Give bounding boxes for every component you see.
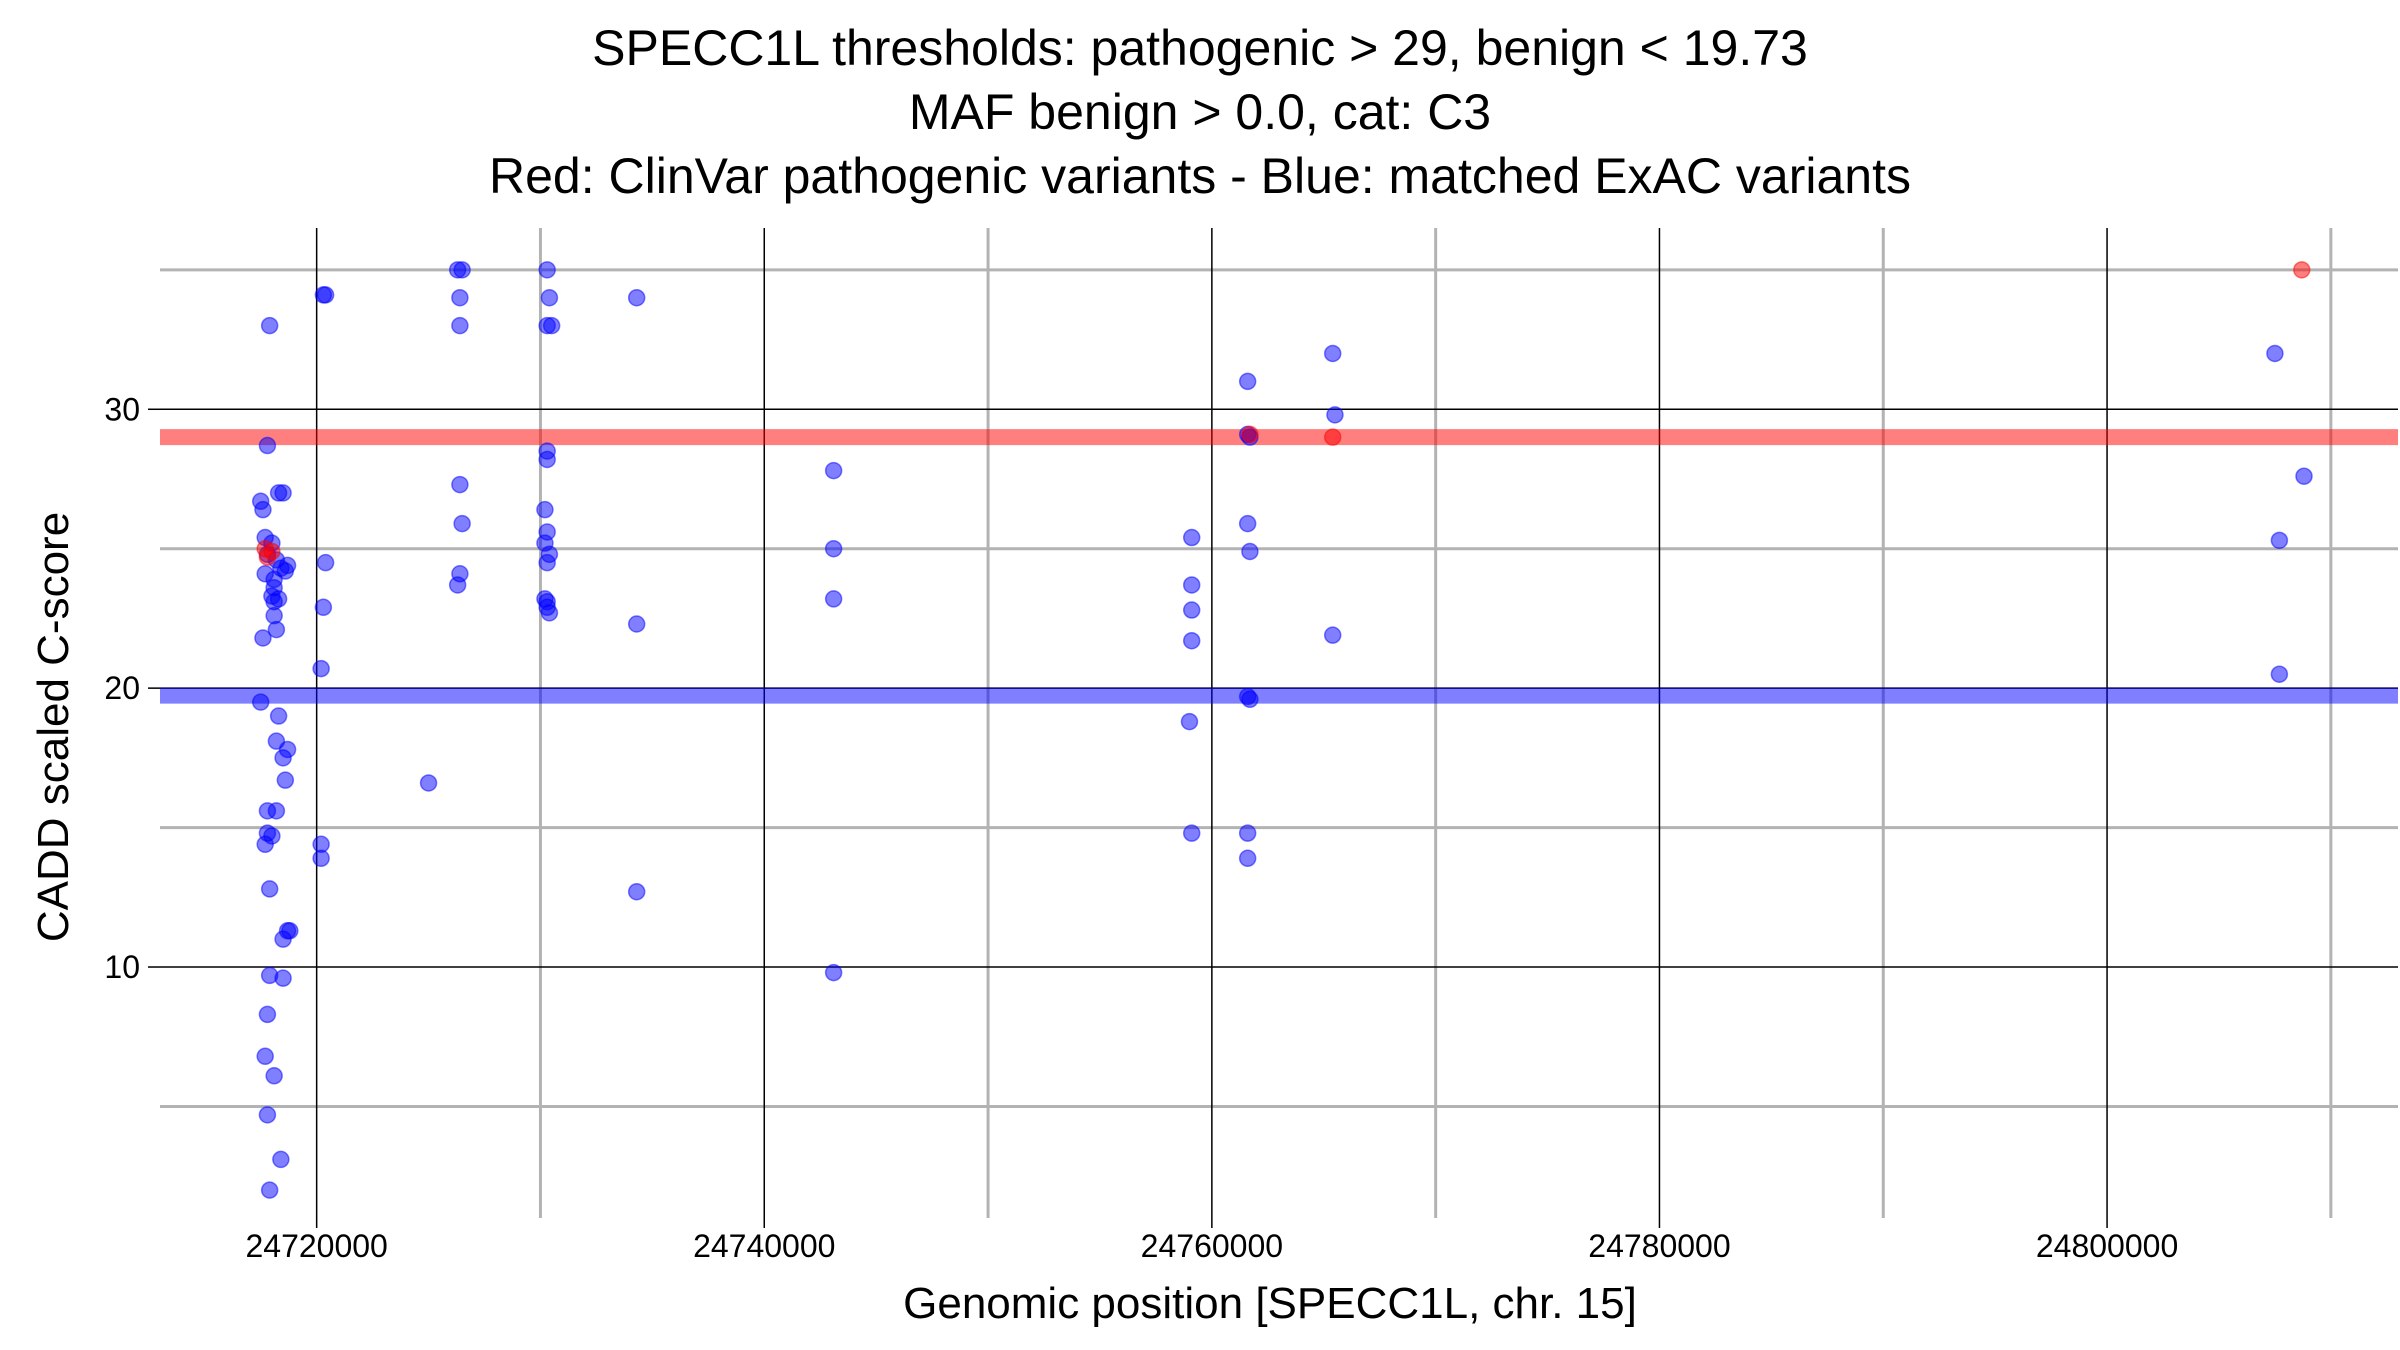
- exac-variant-point: [419, 774, 438, 792]
- exac-variant-point: [274, 749, 292, 767]
- exac-variant-point: [451, 316, 469, 335]
- exac-variant-point: [824, 590, 843, 608]
- chart-title-line-2: MAF benign > 0.0, cat: C3: [908, 84, 1492, 140]
- exac-variant-point: [267, 802, 286, 820]
- exac-variant-point: [316, 553, 335, 572]
- exac-variant-point: [260, 1181, 279, 1199]
- exac-variant-point: [1182, 601, 1201, 619]
- exac-variant-point: [274, 930, 292, 948]
- exac-variant-point: [538, 553, 556, 572]
- exac-variant-point: [274, 484, 292, 502]
- x-axis-title: Genomic position [SPECC1L, chr. 15]: [903, 1279, 1637, 1328]
- threshold-layer: [160, 429, 2398, 704]
- exac-variant-point: [276, 771, 295, 789]
- exac-variant-point: [1238, 824, 1257, 842]
- clinvar-pathogenic-point: [263, 542, 281, 561]
- x-tick-label: 24740000: [693, 1228, 835, 1264]
- chart-title-line-3: Red: ClinVar pathogenic variants - Blue:…: [489, 148, 1911, 204]
- chart-title: SPECC1L thresholds: pathogenic > 29, ben…: [0, 16, 2400, 208]
- exac-variant-point: [627, 288, 646, 307]
- exac-variant-point: [274, 969, 292, 987]
- exac-variant-point: [2295, 467, 2313, 485]
- exac-variant-point: [251, 693, 270, 711]
- exac-variant-point: [260, 316, 279, 335]
- exac-variant-point: [269, 707, 288, 725]
- exac-variant-point: [316, 286, 335, 304]
- exac-variant-point: [1182, 631, 1201, 650]
- y-tick-label: 20: [104, 670, 140, 706]
- exac-variant-point: [453, 514, 471, 533]
- exac-variant-point: [627, 882, 646, 901]
- y-tick-label: 30: [104, 391, 140, 427]
- exac-variant-point: [254, 629, 272, 647]
- points-layer: [251, 261, 2313, 1199]
- exac-variant-point: [538, 261, 556, 279]
- exac-variant-point: [267, 620, 286, 639]
- exac-variant-point: [272, 1150, 290, 1169]
- exac-variant-point: [453, 261, 471, 279]
- exac-variant-point: [1182, 576, 1201, 594]
- exac-variant-point: [254, 500, 272, 519]
- grid-layer: [160, 228, 2398, 1218]
- exac-variant-point: [1326, 406, 1344, 424]
- exac-variant-point: [258, 436, 277, 455]
- clinvar-pathogenic-point: [1323, 428, 1342, 446]
- exac-variant-point: [2270, 665, 2289, 683]
- exac-variant-point: [1241, 690, 1259, 709]
- chart-title-line-1: SPECC1L thresholds: pathogenic > 29, ben…: [592, 20, 1808, 76]
- y-tick-label: 10: [104, 949, 140, 985]
- exac-variant-point: [260, 880, 279, 898]
- exac-variant-point: [258, 1005, 277, 1024]
- x-tick-label: 24720000: [245, 1228, 387, 1264]
- exac-variant-point: [540, 288, 559, 307]
- exac-variant-point: [2270, 531, 2289, 550]
- exac-variant-point: [1323, 626, 1342, 644]
- exac-variant-point: [542, 316, 561, 335]
- x-tick-label: 24760000: [1141, 1228, 1283, 1264]
- x-tick-label: 24800000: [2036, 1228, 2178, 1264]
- exac-variant-point: [451, 288, 469, 307]
- exac-variant-point: [312, 849, 330, 868]
- exac-variant-point: [536, 500, 554, 519]
- exac-variant-point: [1238, 514, 1257, 533]
- x-tick-label: 24780000: [1588, 1228, 1730, 1264]
- clinvar-pathogenic-point: [2293, 261, 2311, 279]
- exac-variant-point: [314, 598, 333, 617]
- y-axis-title: CADD scaled C-score: [29, 512, 78, 942]
- axis-layer: 24720000 24740000 24760000 24780000 24800000…: [104, 391, 2178, 1264]
- exac-variant-point: [1182, 824, 1201, 842]
- exac-variant-point: [256, 835, 274, 854]
- exac-variant-point: [2266, 344, 2284, 363]
- exac-variant-point: [1182, 528, 1201, 547]
- exac-variant-point: [258, 1106, 277, 1124]
- exac-variant-point: [265, 1067, 283, 1085]
- exac-variant-point: [1238, 372, 1257, 391]
- exac-variant-point: [451, 475, 469, 494]
- exac-variant-point: [312, 659, 330, 678]
- exac-variant-point: [538, 450, 556, 469]
- exac-variant-point: [824, 963, 843, 982]
- exac-variant-point: [448, 576, 467, 594]
- exac-variant-point: [1238, 849, 1257, 868]
- exac-variant-point: [540, 604, 559, 622]
- exac-variant-point: [627, 615, 646, 633]
- exac-variant-point: [824, 461, 843, 480]
- exac-variant-point: [1180, 712, 1199, 731]
- exac-variant-point: [1323, 344, 1342, 363]
- exac-variant-point: [1241, 542, 1259, 561]
- exac-variant-point: [256, 1047, 274, 1066]
- exac-variant-point: [824, 539, 843, 558]
- clinvar-pathogenic-point: [1241, 425, 1259, 444]
